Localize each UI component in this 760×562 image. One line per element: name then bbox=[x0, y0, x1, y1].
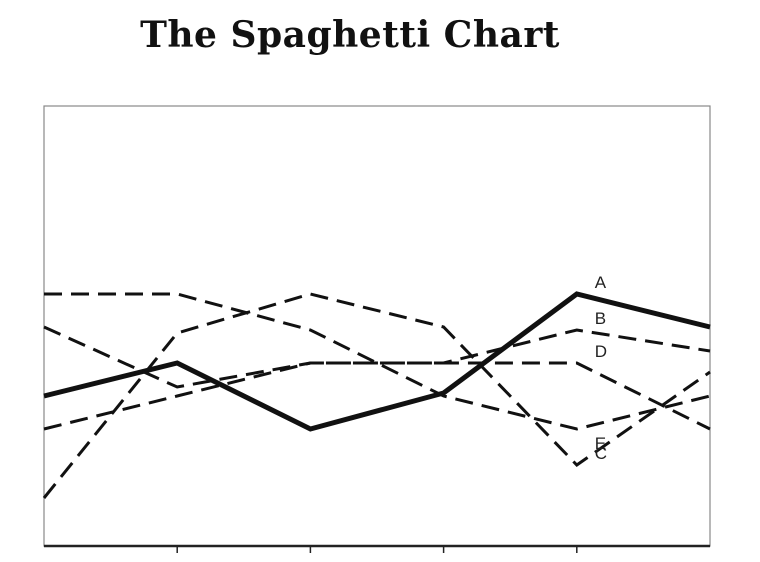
series-label-d: D bbox=[595, 342, 607, 361]
series-labels: AB C D E bbox=[595, 273, 607, 463]
series-label-e: E bbox=[595, 434, 606, 453]
plot-border bbox=[43, 105, 711, 547]
series-line-c bbox=[42, 292, 711, 499]
chart-title: The Spaghetti Chart bbox=[140, 14, 560, 56]
series-line-e bbox=[44, 292, 711, 431]
series-label-c: C bbox=[595, 444, 607, 463]
series-label-a: A bbox=[595, 273, 607, 292]
series-line-b bbox=[43, 325, 711, 389]
series-lines bbox=[42, 291, 711, 499]
series-line-a bbox=[43, 291, 711, 432]
series-line-d bbox=[43, 361, 711, 431]
series-label-b: B bbox=[595, 309, 606, 328]
plot-frame bbox=[43, 105, 711, 553]
